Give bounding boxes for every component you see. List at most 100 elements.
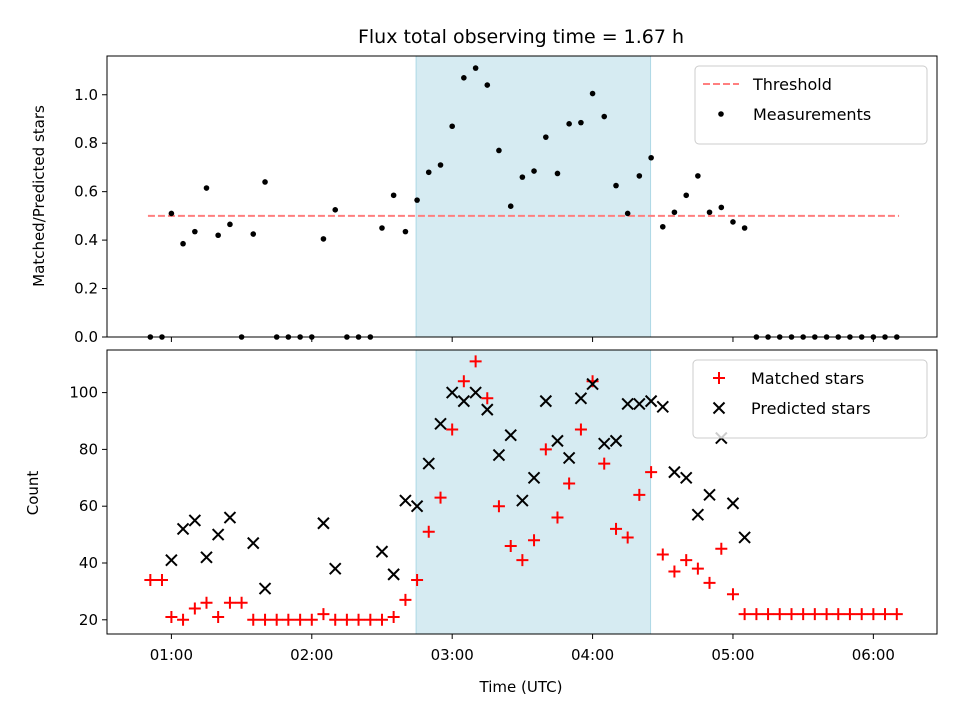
matched-stars-point — [200, 596, 213, 609]
matched-stars-point — [212, 610, 225, 623]
y-tick-label: 60 — [79, 497, 98, 515]
matched-stars-point — [305, 613, 318, 626]
predicted-stars-point — [410, 499, 424, 513]
predicted-stars-point — [586, 377, 599, 391]
predicted-stars-point — [551, 434, 564, 448]
legend-box — [694, 65, 928, 145]
predicted-stars-point — [504, 428, 517, 442]
predicted-stars-point — [703, 488, 716, 502]
predicted-stars-point — [668, 465, 681, 479]
predicted-stars-point — [492, 448, 506, 462]
matched-stars-point — [703, 576, 716, 589]
measurement-point — [507, 203, 514, 209]
predicted-stars-point — [656, 400, 669, 414]
matched-stars-point — [492, 500, 505, 513]
matched-stars-point — [808, 608, 821, 621]
predicted-stars-point — [644, 394, 658, 408]
y-axis-label-count: Count — [24, 471, 42, 516]
matched-stars-point — [762, 608, 775, 621]
predicted-stars-point — [738, 531, 751, 544]
legend-matched-marker — [713, 372, 725, 384]
matched-stars-point — [633, 488, 646, 501]
ratio-panel: 0.0 0.2 0.4 0.6 0.8 1.0 Threshold Measurements — [74, 55, 938, 346]
predicted-stars-point — [481, 403, 494, 416]
measurement-point — [671, 209, 678, 216]
matched-stars-point — [785, 608, 798, 621]
matched-stars-point — [832, 608, 845, 621]
matched-stars-point — [797, 608, 810, 621]
predicted-stars-point — [317, 517, 330, 530]
legend-label: Threshold — [752, 75, 832, 94]
predicted-stars-point — [399, 494, 412, 507]
measurement-point — [215, 232, 221, 239]
predicted-stars-point — [457, 394, 471, 408]
matched-stars-point — [890, 608, 903, 621]
measurement-point — [402, 228, 409, 235]
measurement-point — [168, 210, 175, 217]
y-tick-label: 0.2 — [74, 280, 98, 298]
predicted-stars-point — [223, 511, 237, 524]
predicted-stars-point — [539, 394, 553, 408]
measurement-point — [659, 223, 666, 230]
predicted-stars-point — [562, 451, 576, 465]
measurement-point — [741, 225, 748, 231]
matched-stars-point — [843, 608, 856, 621]
measurement-point — [472, 65, 479, 71]
matched-stars-point — [738, 608, 751, 621]
matched-stars-point — [563, 477, 576, 490]
measurement-point — [695, 173, 701, 179]
matched-stars-point — [656, 548, 669, 561]
measurement-point — [730, 219, 736, 225]
matched-stars-point — [504, 539, 517, 552]
x-tick-label: 03:00 — [431, 646, 474, 664]
matched-stars-point — [177, 613, 190, 626]
matched-stars-point — [469, 355, 482, 368]
predicted-stars-point — [574, 392, 588, 405]
matched-stars-point — [750, 608, 763, 621]
predicted-stars-point — [188, 514, 202, 527]
y-tick-label: 0.4 — [74, 231, 98, 249]
measurement-point — [332, 207, 339, 213]
matched-stars-point — [867, 608, 880, 621]
legend-box — [692, 359, 928, 439]
matched-stars-point — [422, 525, 435, 538]
legend-predicted-marker — [712, 401, 726, 415]
shaded-span — [415, 349, 652, 635]
predicted-stars-point — [176, 522, 190, 536]
predicted-stars-point — [445, 386, 459, 399]
matched-stars-point — [598, 457, 611, 470]
measurement-point — [566, 121, 572, 127]
x-axis-label: Time (UTC) — [479, 678, 563, 696]
matched-stars-point — [680, 554, 693, 567]
predicted-stars-point — [516, 494, 529, 507]
matched-stars-point — [481, 392, 494, 405]
y-tick-label: 1.0 — [74, 86, 98, 104]
predicted-stars-point — [329, 562, 342, 575]
matched-stars-point — [399, 593, 412, 606]
legend-label: Matched stars — [751, 369, 864, 388]
x-tick-label: 02:00 — [290, 646, 333, 664]
series-matched-stars — [144, 355, 903, 626]
measurement-point — [706, 209, 713, 216]
matched-stars-point — [155, 574, 168, 587]
y-tick-label: 20 — [79, 611, 98, 629]
predicted-stars-point — [726, 497, 740, 510]
y-tick-label: 100 — [69, 384, 98, 402]
measurement-point — [262, 179, 268, 185]
plot-frame — [106, 349, 938, 635]
measurement-point — [192, 228, 198, 235]
legend-label: Predicted stars — [751, 399, 871, 418]
matched-stars-point — [528, 534, 541, 547]
predicted-stars-point — [621, 397, 634, 411]
matched-stars-point — [516, 554, 529, 567]
measurement-point — [624, 210, 631, 217]
matched-stars-point — [715, 542, 728, 555]
measurement-point — [390, 192, 397, 199]
series-predicted-stars — [165, 377, 751, 595]
measurement-point — [589, 90, 596, 97]
measurement-point — [613, 182, 619, 189]
predicted-stars-point — [598, 437, 611, 450]
matched-stars-point — [282, 613, 295, 626]
x-tick-label: 01:00 — [150, 646, 193, 664]
